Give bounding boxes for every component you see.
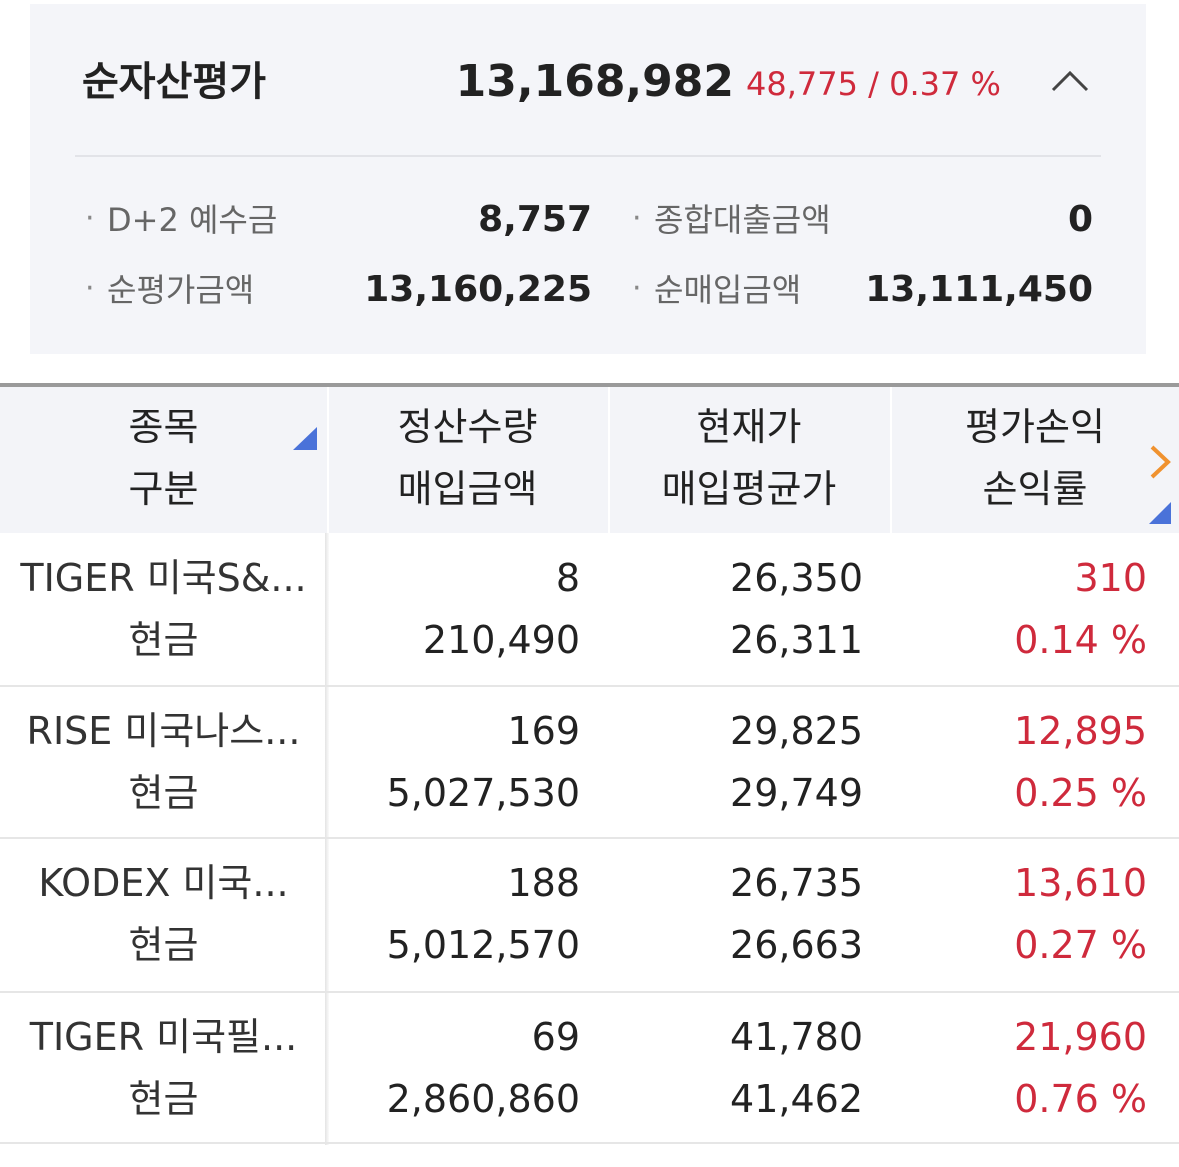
cell-value: 29,749 — [730, 771, 863, 815]
return-rate: 0.76 % — [1014, 1077, 1147, 1121]
cell-value: 8 — [555, 556, 580, 600]
column-header: 정산수량 — [397, 405, 538, 449]
cell-value: 188 — [507, 861, 580, 905]
sort-indicator[interactable] — [1146, 500, 1174, 526]
cell-value: 210,490 — [422, 618, 580, 662]
row-separator — [0, 685, 1179, 687]
detail-bullet: · — [632, 271, 642, 306]
profit-loss: 12,895 — [1014, 709, 1147, 753]
cell-value: 69 — [531, 1015, 580, 1059]
table-top-border — [0, 383, 1179, 387]
detail-value: 13,160,225 — [364, 269, 592, 310]
summary-change: 48,775 / 0.37 % — [746, 65, 1001, 103]
stock-type: 현금 — [128, 618, 199, 662]
summary-title: 순자산평가 — [82, 59, 266, 105]
cell-value: 41,780 — [730, 1015, 863, 1059]
table-header — [0, 387, 1179, 533]
return-rate: 0.27 % — [1014, 923, 1147, 967]
divider — [75, 155, 1101, 157]
row-separator — [0, 837, 1179, 839]
column-separator — [327, 387, 329, 533]
profit-loss: 13,610 — [1014, 861, 1147, 905]
detail-value: 8,757 — [478, 199, 592, 240]
detail-label: 순평가금액 — [107, 271, 255, 309]
stock-type: 현금 — [128, 1077, 199, 1121]
stock-type: 현금 — [128, 923, 199, 967]
stock-name: KODEX 미국... — [38, 861, 289, 905]
cell-value: 26,663 — [730, 923, 863, 967]
column-header: 평가손익 — [965, 405, 1105, 449]
profit-loss: 310 — [1074, 556, 1147, 600]
summary-value: 13,168,982 — [455, 56, 734, 107]
detail-label: 순매입금액 — [654, 271, 802, 309]
detail-value: 0 — [1067, 199, 1093, 240]
cell-value: 169 — [507, 709, 580, 753]
return-rate: 0.14 % — [1014, 618, 1147, 662]
collapse-toggle[interactable] — [1050, 68, 1090, 94]
cell-value: 26,350 — [730, 556, 863, 600]
detail-label: 종합대출금액 — [654, 201, 831, 239]
stock-name: TIGER 미국필... — [29, 1015, 298, 1059]
stock-name: RISE 미국나스... — [26, 709, 301, 753]
column-header: 종목 — [128, 405, 199, 449]
stock-name: TIGER 미국S&... — [20, 556, 307, 600]
cell-value: 2,860,860 — [386, 1077, 580, 1121]
detail-bullet: · — [85, 271, 95, 306]
detail-bullet: · — [632, 201, 642, 236]
column-header: 매입금액 — [397, 467, 538, 511]
detail-value: 13,111,450 — [865, 269, 1093, 310]
cell-value: 29,825 — [730, 709, 863, 753]
column-header: 구분 — [128, 467, 199, 511]
column-separator — [890, 387, 892, 533]
cell-value: 5,012,570 — [386, 923, 580, 967]
cell-value: 26,735 — [730, 861, 863, 905]
column-header: 현재가 — [696, 405, 802, 449]
cell-value: 5,027,530 — [386, 771, 580, 815]
column-header: 매입평균가 — [661, 467, 837, 511]
scroll-right-arrow[interactable] — [1148, 444, 1174, 480]
detail-label: D+2 예수금 — [107, 201, 278, 239]
detail-bullet: · — [85, 201, 95, 236]
stock-type: 현금 — [128, 771, 199, 815]
profit-loss: 21,960 — [1014, 1015, 1147, 1059]
row-separator — [0, 991, 1179, 993]
summary-panel: 순자산평가 13,168,982 48,775 / 0.37 % · D+2 예수… — [30, 4, 1146, 354]
sort-indicator[interactable] — [290, 425, 318, 451]
return-rate: 0.25 % — [1014, 771, 1147, 815]
row-separator — [0, 1142, 1179, 1144]
column-header: 손익률 — [982, 467, 1088, 511]
column-separator — [608, 387, 610, 533]
frozen-column-shadow — [325, 533, 329, 1145]
cell-value: 41,462 — [730, 1077, 863, 1121]
cell-value: 26,311 — [730, 618, 863, 662]
